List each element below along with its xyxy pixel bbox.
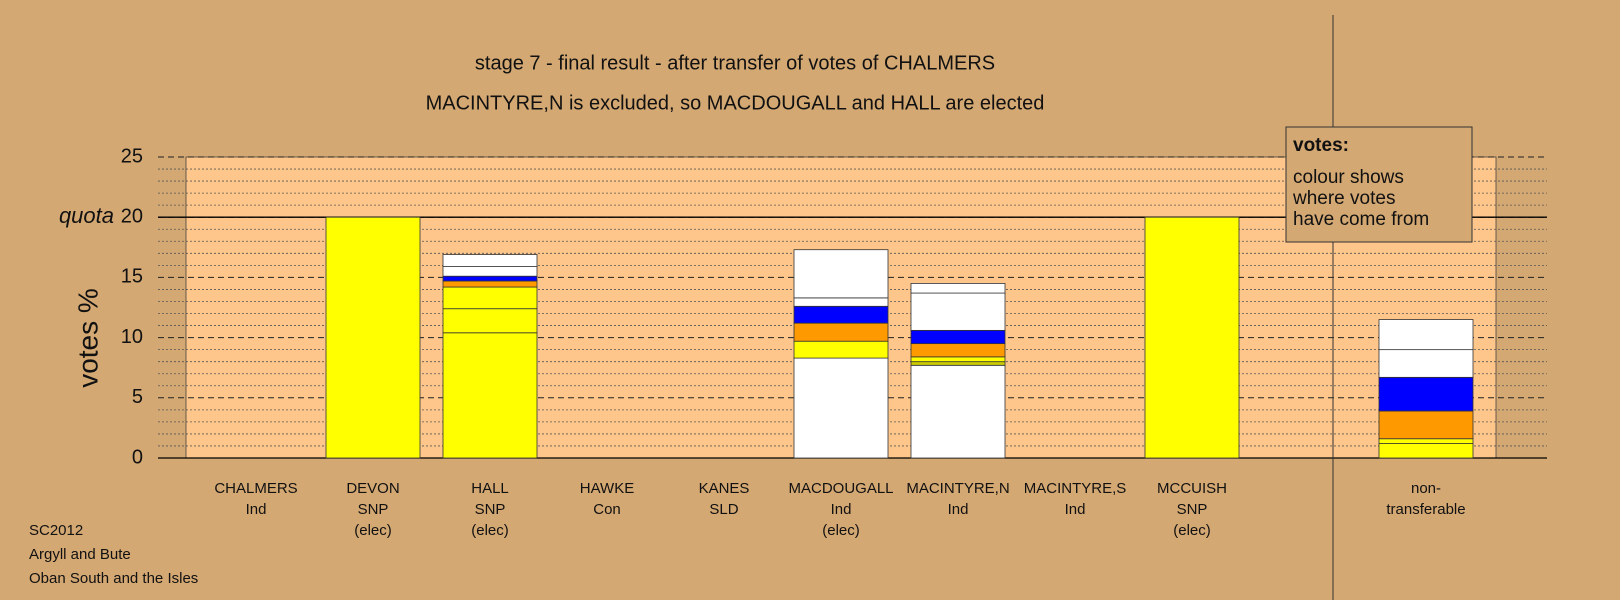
x-tick-label: HALL — [471, 480, 509, 497]
legend-text: have come from — [1293, 209, 1429, 230]
x-tick-label: SNP — [475, 501, 506, 518]
x-tick-label: Ind — [1065, 501, 1086, 518]
y-axis-label: votes % — [72, 288, 103, 388]
x-tick-label: Ind — [831, 501, 852, 518]
x-tick-label: HAWKE — [580, 480, 634, 497]
legend-text: where votes — [1292, 188, 1395, 209]
bar-segment — [1378, 376, 1474, 412]
x-tick-label: SLD — [709, 501, 738, 518]
bar-segment — [910, 356, 1006, 363]
legend-box — [1285, 126, 1473, 243]
x-tick-label: KANES — [699, 480, 750, 497]
chart-title: stage 7 - final result - after transfer … — [475, 52, 995, 74]
x-tick-label: SNP — [1177, 501, 1208, 518]
x-tick-label: (elec) — [822, 522, 860, 539]
chart-subtitle: MACINTYRE,N is excluded, so MACDOUGALL a… — [426, 92, 1045, 114]
bar-segment — [1378, 410, 1474, 440]
x-tick-label: DEVON — [346, 480, 399, 497]
note: Argyll and Bute — [29, 546, 131, 563]
bar-segment — [1378, 443, 1474, 459]
x-tick-label: Con — [593, 501, 621, 518]
x-tick-label: MACDOUGALL — [788, 480, 893, 497]
bar-segment — [1378, 438, 1474, 444]
x-tick-label: (elec) — [1173, 522, 1211, 539]
bar-segment — [442, 308, 538, 334]
bar-segment — [793, 305, 889, 324]
bar-segment — [910, 361, 1006, 366]
bar-segment — [442, 286, 538, 310]
x-tick-label: (elec) — [471, 522, 509, 539]
bar-segment — [1378, 319, 1474, 351]
x-tick-label: Ind — [246, 501, 267, 518]
quota-label: quota — [59, 203, 114, 228]
x-tick-label: SNP — [358, 501, 389, 518]
x-tick-label: non- — [1411, 480, 1441, 497]
bar-segment — [1378, 349, 1474, 378]
bar-segment — [793, 340, 889, 359]
bar-segment — [442, 332, 538, 459]
bar-segment — [793, 322, 889, 342]
bar-segment — [910, 329, 1006, 345]
y-tick-label: 0 — [132, 446, 143, 468]
bar-segment — [325, 216, 421, 459]
bar-segment — [910, 283, 1006, 294]
bar-segment — [910, 343, 1006, 358]
bar-segment — [442, 275, 538, 282]
bar-segment — [910, 292, 1006, 331]
y-tick-label: 5 — [132, 386, 143, 408]
x-tick-label: (elec) — [354, 522, 392, 539]
bar-segment — [793, 357, 889, 459]
bar-segment — [910, 364, 1006, 459]
x-tick-label: MCCUISH — [1157, 480, 1227, 497]
x-tick-label: MACINTYRE,N — [906, 480, 1009, 497]
x-tick-label: CHALMERS — [214, 480, 297, 497]
note: SC2012 — [29, 522, 83, 539]
x-tick-label: Ind — [948, 501, 969, 518]
bar-segment — [442, 266, 538, 277]
bar-segment — [442, 254, 538, 267]
y-tick-label: 25 — [121, 145, 143, 167]
x-tick-label: transferable — [1386, 501, 1465, 518]
bar-segment — [793, 297, 889, 307]
y-tick-label: 15 — [121, 266, 143, 288]
bar-segment — [442, 280, 538, 288]
legend-title: votes: — [1293, 135, 1349, 156]
bar-segment — [793, 249, 889, 299]
y-tick-label: 10 — [121, 326, 143, 348]
bar-segment — [1144, 216, 1240, 459]
note: Oban South and the Isles — [29, 570, 198, 587]
legend-text: colour shows — [1293, 167, 1404, 188]
x-tick-label: MACINTYRE,S — [1024, 480, 1127, 497]
y-tick-label: 20 — [121, 205, 143, 227]
